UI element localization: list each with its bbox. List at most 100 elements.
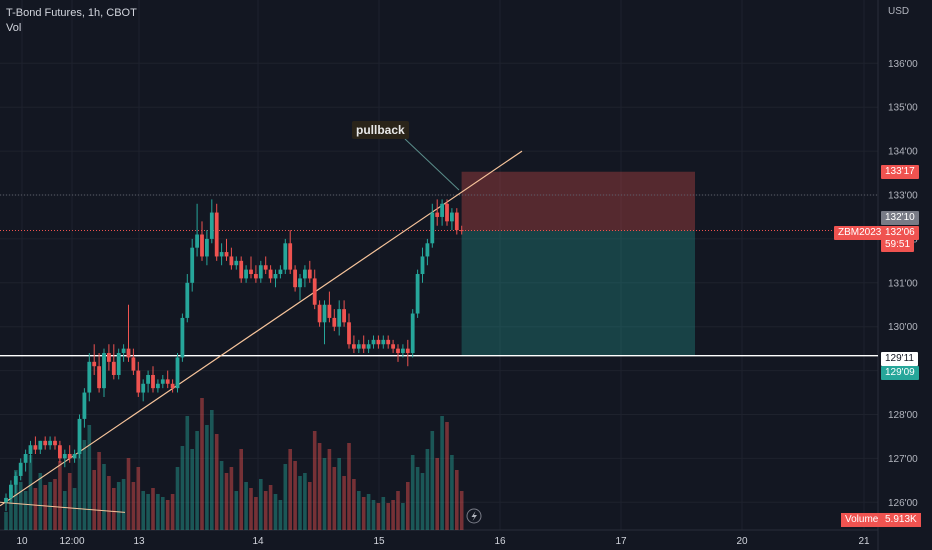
volume-bar xyxy=(23,491,28,530)
candle-body xyxy=(420,256,425,275)
candle-body xyxy=(141,383,146,393)
volume-bar xyxy=(278,500,283,530)
volume-bar xyxy=(440,416,444,530)
candle-body xyxy=(386,339,391,345)
trend-line xyxy=(0,150,523,507)
candle-body xyxy=(126,348,131,358)
volume-bar xyxy=(33,488,38,530)
candle-body xyxy=(322,304,327,323)
candle-body xyxy=(185,282,190,318)
volume-bar xyxy=(361,497,366,530)
stop-price-tag: 133'17 xyxy=(881,165,919,179)
volume-bar xyxy=(112,488,116,530)
candle-body xyxy=(381,339,386,345)
x-tick-label: 21 xyxy=(858,536,870,547)
candle-body xyxy=(195,234,199,248)
x-tick-label: 14 xyxy=(252,536,264,547)
volume-bar xyxy=(259,479,263,530)
candle-body xyxy=(361,344,366,349)
candle-body xyxy=(97,366,101,389)
candle-body xyxy=(450,212,454,222)
candle-body xyxy=(170,383,175,389)
volume-bar xyxy=(146,494,150,530)
candle-body xyxy=(258,265,263,279)
volume-bar xyxy=(391,500,395,530)
y-tick-label: 135'00 xyxy=(888,103,918,114)
candle-body xyxy=(317,304,322,323)
volume-bar xyxy=(312,431,317,530)
volume-bar xyxy=(136,467,141,530)
candle-body xyxy=(401,348,405,354)
candle-body xyxy=(254,274,258,279)
candle-body xyxy=(219,252,224,257)
volume-bar xyxy=(14,470,18,530)
candle-body xyxy=(205,238,209,257)
volume-indicator-label[interactable]: Vol xyxy=(6,22,22,34)
candle-body xyxy=(454,212,459,231)
candle-body xyxy=(102,353,106,389)
pullback-annotation[interactable]: pullback xyxy=(352,121,409,139)
candle-body xyxy=(72,454,77,459)
candle-body xyxy=(200,234,204,257)
target-price-tag: 129'09 xyxy=(881,366,919,380)
candle-body xyxy=(283,243,288,270)
candle-body xyxy=(327,304,332,318)
y-tick-label: 130'00 xyxy=(888,322,918,333)
volume-bar xyxy=(239,449,243,530)
volume-bar xyxy=(92,470,96,530)
candle-body xyxy=(312,278,317,305)
candle-body xyxy=(77,418,82,455)
x-tick-label: 17 xyxy=(615,536,627,547)
volume-bar xyxy=(450,455,454,530)
candle-body xyxy=(293,269,297,288)
candle-body xyxy=(239,260,244,279)
candle-body xyxy=(229,256,234,266)
volume-bar xyxy=(141,491,145,530)
volume-bar xyxy=(175,467,180,530)
volume-bar xyxy=(357,491,361,530)
candle-body xyxy=(156,383,160,389)
volume-bar xyxy=(322,458,327,530)
volume-bar xyxy=(170,494,175,530)
volume-bar xyxy=(425,449,430,530)
volume-bar xyxy=(445,422,449,530)
candle-body xyxy=(165,379,170,384)
volume-bar xyxy=(116,482,121,530)
volume-bar xyxy=(410,455,415,530)
volume-bar xyxy=(63,491,67,530)
candle-body xyxy=(23,454,28,463)
volume-bar xyxy=(229,467,234,530)
candle-body xyxy=(332,317,337,327)
candle-body xyxy=(303,269,307,279)
volume-bar xyxy=(415,467,420,530)
candle-body xyxy=(4,497,8,503)
candle-body xyxy=(67,454,72,459)
volume-bar xyxy=(205,425,209,530)
y-tick-label: 133'00 xyxy=(888,191,918,202)
volume-bar xyxy=(87,425,92,530)
lightning-glyph xyxy=(471,511,477,521)
candle-body xyxy=(92,361,97,367)
volume-bar xyxy=(234,491,239,530)
volume-bar xyxy=(107,476,111,530)
last-price-tag: 132'10 xyxy=(881,211,919,225)
candle-body xyxy=(307,269,312,279)
candle-body xyxy=(116,353,121,375)
candle-body xyxy=(371,339,376,345)
annotation-arrow xyxy=(404,138,460,191)
volume-bar xyxy=(401,503,405,530)
current-price-tag: 132'06 xyxy=(881,226,919,240)
symbol-price-tag: ZBM2023 xyxy=(834,226,886,240)
target-zone xyxy=(461,230,695,356)
volume-bar xyxy=(386,503,390,530)
candle-body xyxy=(82,392,87,419)
candle-body xyxy=(209,212,214,239)
candle-body xyxy=(43,440,48,446)
volume-bar xyxy=(200,398,204,530)
candle-body xyxy=(410,313,415,354)
volume-bar xyxy=(43,485,47,530)
candle-body xyxy=(107,353,111,362)
candle-body xyxy=(62,454,67,459)
volume-bar xyxy=(352,479,356,530)
